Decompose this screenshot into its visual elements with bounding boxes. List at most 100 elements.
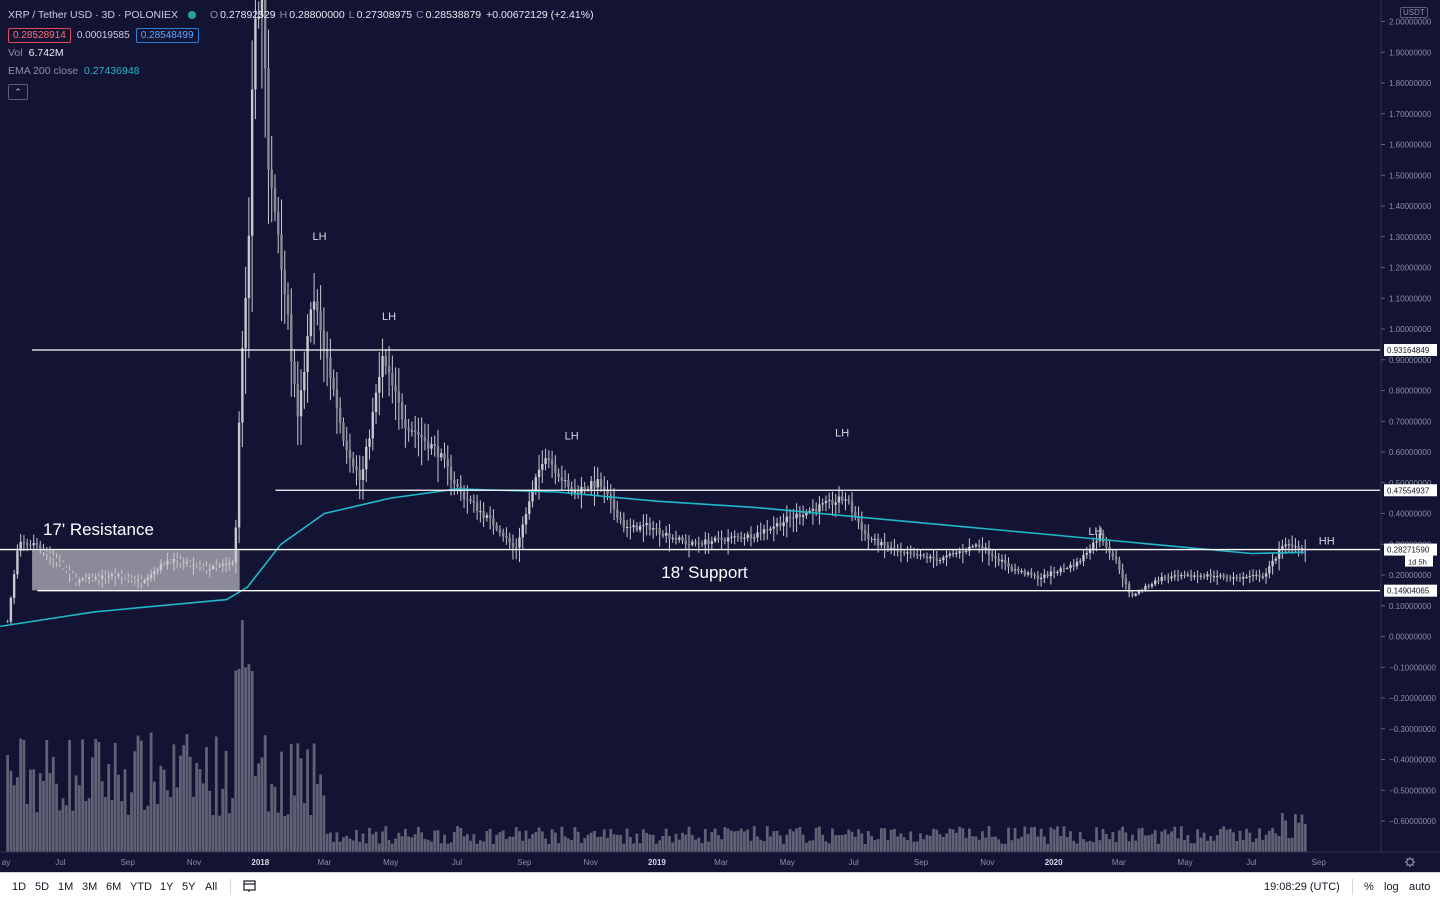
volume-bar xyxy=(325,833,329,852)
volume-bar xyxy=(417,826,420,852)
chart-area[interactable]: 17' Resistance 18' Support LH LH LH LH LH HH 2.… xyxy=(0,0,1440,872)
candle-body xyxy=(19,541,22,551)
annotation-label: LH xyxy=(382,311,396,323)
candle-body xyxy=(736,536,740,538)
candle-body xyxy=(453,479,456,484)
volume-bar xyxy=(188,756,192,852)
candle-body xyxy=(1131,592,1134,596)
candle-body xyxy=(733,536,736,538)
candle-body xyxy=(1173,575,1176,577)
timeframe-3m[interactable]: 3M xyxy=(82,881,98,893)
bid-ask-row: 0.28528914 0.00019585 0.28548499 xyxy=(8,26,594,44)
candle-body xyxy=(932,556,935,559)
collapse-legend-button[interactable]: ⌃ xyxy=(8,84,28,100)
candle-body xyxy=(1036,575,1040,580)
volume-bar xyxy=(847,829,851,852)
candle-body xyxy=(325,350,329,358)
candle-body xyxy=(1248,575,1251,577)
price-tick-label: −0.60000000 xyxy=(1389,817,1436,826)
volume-bar xyxy=(1303,823,1307,852)
volume-bar xyxy=(736,830,740,852)
volume-bar xyxy=(544,838,547,852)
volume-bar xyxy=(749,840,753,852)
candle-body xyxy=(100,575,104,579)
candle-body xyxy=(1170,576,1173,579)
bid-price[interactable]: 0.28528914 xyxy=(8,27,71,43)
volume-bar xyxy=(857,829,860,852)
candle-body xyxy=(1157,580,1160,582)
candle-body xyxy=(906,552,909,554)
volume-bar xyxy=(563,836,567,852)
timeframe-all[interactable]: All xyxy=(205,881,218,893)
volume-bar xyxy=(674,833,678,852)
volume-bar xyxy=(32,769,36,852)
gear-icon-tooth xyxy=(1406,858,1409,861)
gear-icon[interactable] xyxy=(1405,857,1415,867)
volume-bar xyxy=(648,834,652,852)
currency-badge[interactable]: USDT xyxy=(1400,7,1428,18)
candle-body xyxy=(557,473,560,478)
auto-scale-toggle[interactable]: auto xyxy=(1409,881,1431,893)
candle-body xyxy=(645,523,648,526)
volume-value: 6.742M xyxy=(28,47,64,59)
percent-scale-toggle[interactable]: % xyxy=(1364,881,1374,893)
volume-bar xyxy=(576,831,580,852)
candle-body xyxy=(319,311,322,331)
timeframe-ytd[interactable]: YTD xyxy=(130,881,152,893)
time-tick-label: Sep xyxy=(1312,858,1327,867)
candle-body xyxy=(828,499,831,501)
volume-bar xyxy=(126,814,130,852)
utc-clock[interactable]: 19:08:29 (UTC) xyxy=(1264,881,1340,893)
candle-body xyxy=(674,537,678,540)
volume-bar xyxy=(743,831,746,852)
candle-body xyxy=(899,551,903,553)
countdown-label: 1d 5h xyxy=(1408,558,1427,567)
time-tick-label: Sep xyxy=(914,858,929,867)
candle-body xyxy=(961,551,965,553)
candle-body xyxy=(430,444,433,449)
annotation-label: LH xyxy=(312,231,326,243)
candle-body xyxy=(948,553,952,556)
volume-bar xyxy=(110,800,114,852)
volume-bar xyxy=(1238,830,1242,852)
timeframe-1m[interactable]: 1M xyxy=(58,881,74,893)
volume-bar xyxy=(1069,831,1072,852)
candle-body xyxy=(482,511,485,518)
candle-body xyxy=(316,301,319,312)
candle-body xyxy=(1069,564,1072,569)
candle-body xyxy=(635,525,639,531)
ask-price[interactable]: 0.28548499 xyxy=(135,27,199,43)
timeframe-5d[interactable]: 5D xyxy=(35,881,50,893)
log-scale-toggle[interactable]: log xyxy=(1384,881,1399,893)
volume-bar xyxy=(456,826,459,852)
candle-body xyxy=(374,392,378,413)
volume-bar xyxy=(1287,837,1291,852)
candle-body xyxy=(717,537,720,539)
candle-body xyxy=(267,68,270,170)
compare-icon[interactable] xyxy=(243,880,257,893)
volume-bar xyxy=(1153,830,1157,852)
candle-body xyxy=(84,578,88,580)
candle-body xyxy=(299,390,303,417)
volume-bar xyxy=(35,812,39,852)
timeframe-1y[interactable]: 1Y xyxy=(160,881,174,893)
volume-bar xyxy=(342,837,345,852)
candle-body xyxy=(841,496,844,501)
volume-bar xyxy=(873,840,877,852)
timeframe-1d[interactable]: 1D xyxy=(12,881,27,893)
volume-bar xyxy=(527,838,531,852)
price-tick-label: 1.40000000 xyxy=(1389,202,1432,211)
timeframe-6m[interactable]: 6M xyxy=(106,881,122,893)
candle-body xyxy=(723,539,727,542)
volume-bar xyxy=(505,839,508,852)
timeframe-5y[interactable]: 5Y xyxy=(182,881,196,893)
volume-bar xyxy=(586,834,590,852)
symbol-title[interactable]: XRP / Tether USD · 3D · POLONIEX xyxy=(8,9,178,21)
volume-bar xyxy=(798,827,802,852)
volume-bar xyxy=(645,832,649,852)
candle-body xyxy=(228,563,231,565)
candle-body xyxy=(1209,574,1212,577)
candle-body xyxy=(576,489,580,494)
volume-bar xyxy=(713,828,717,852)
